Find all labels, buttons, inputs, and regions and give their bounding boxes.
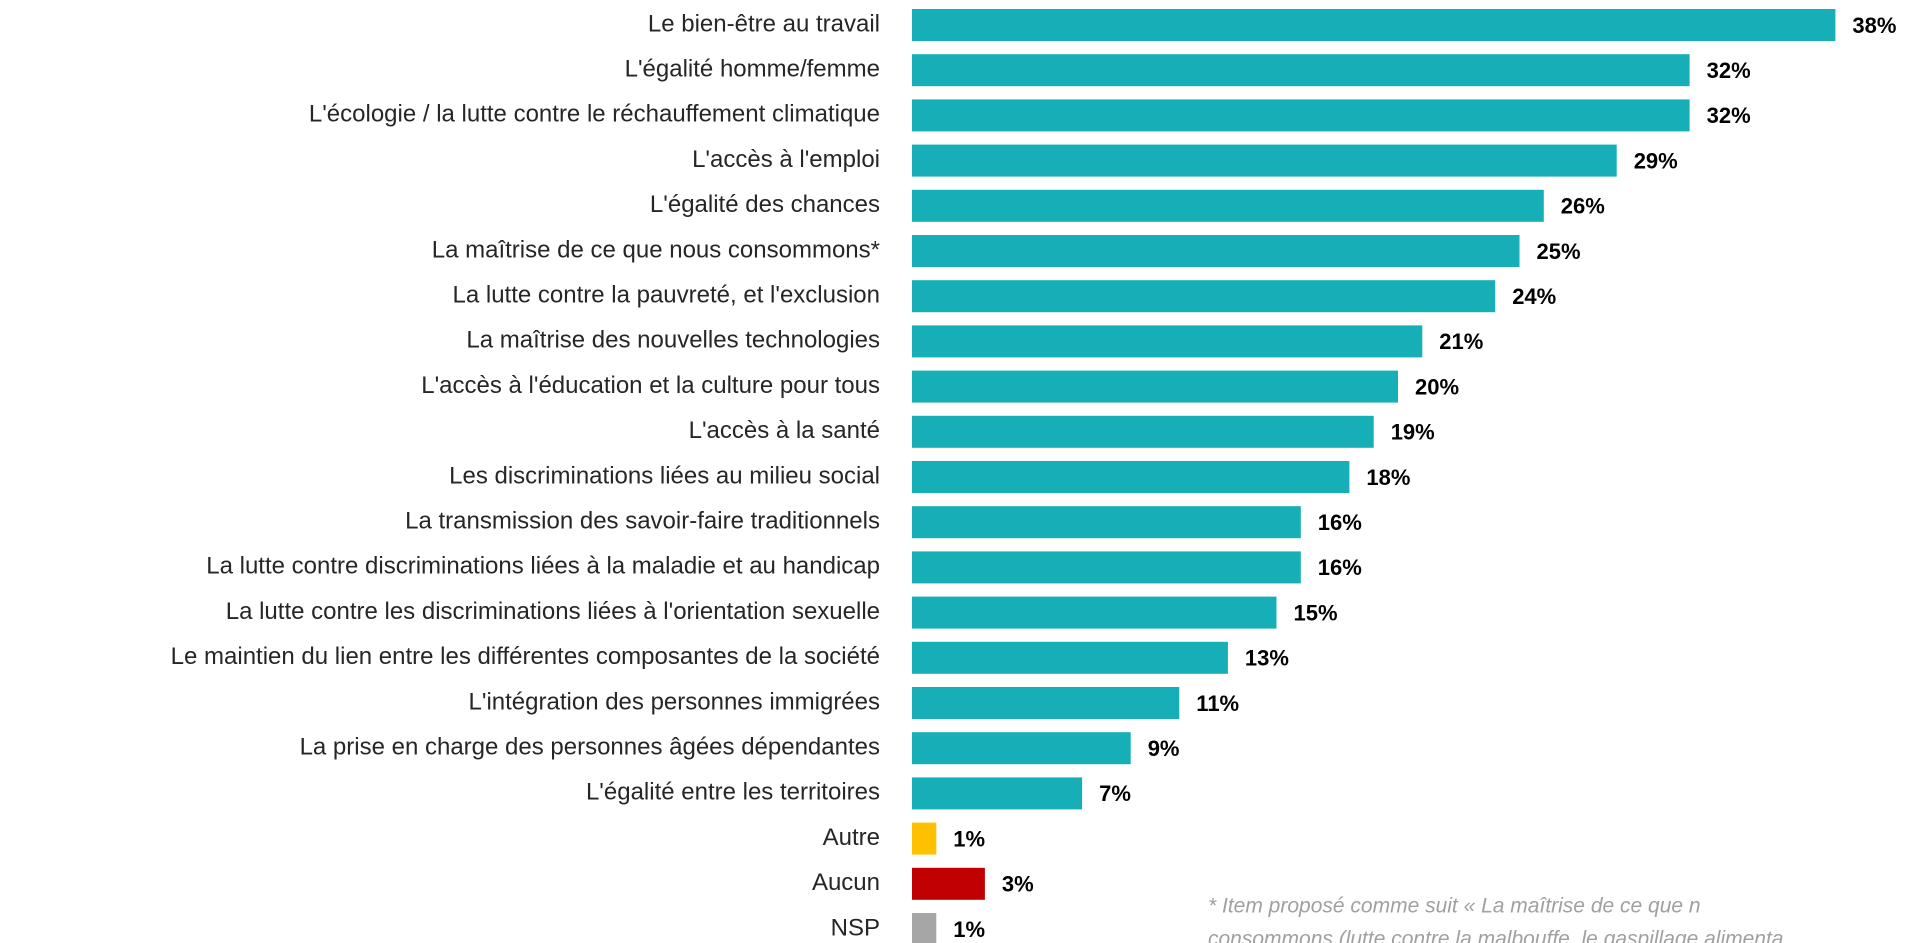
- category-label: L'intégration des personnes immigrées: [469, 688, 880, 715]
- bar: [912, 641, 1228, 674]
- bar: [912, 415, 1374, 448]
- category-label: La prise en charge des personnes âgées d…: [300, 734, 880, 761]
- category-label: La maîtrise de ce que nous consommons*: [432, 236, 880, 263]
- category-label: L'accès à l'emploi: [692, 146, 880, 173]
- bar: [912, 732, 1131, 765]
- category-label: NSP: [831, 914, 880, 941]
- category-label: L'accès à la santé: [689, 417, 880, 444]
- value-label: 1%: [953, 826, 985, 851]
- value-label: 13%: [1245, 646, 1289, 671]
- value-label: 25%: [1537, 239, 1581, 264]
- bar: [912, 189, 1544, 222]
- category-label: La lutte contre discriminations liées à …: [206, 553, 880, 580]
- bar: [912, 913, 937, 943]
- value-label: 16%: [1318, 555, 1362, 580]
- bar: [912, 551, 1301, 584]
- value-label: 9%: [1148, 736, 1180, 761]
- footnote: * Item proposé comme suit « La maîtrise …: [1208, 895, 1701, 918]
- category-label: La lutte contre les discriminations liée…: [226, 598, 880, 625]
- value-label: 21%: [1439, 329, 1483, 354]
- bar: [912, 506, 1301, 539]
- bar: [912, 9, 1836, 41]
- value-label: 38%: [1852, 13, 1896, 38]
- category-label: Aucun: [812, 869, 880, 896]
- category-label: Le maintien du lien entre les différente…: [171, 643, 880, 670]
- value-label: 32%: [1707, 103, 1751, 128]
- value-label: 19%: [1391, 420, 1435, 445]
- value-label: 15%: [1294, 600, 1338, 625]
- value-label: 1%: [953, 917, 985, 942]
- bar: [912, 235, 1520, 267]
- category-label: Les discriminations liées au milieu soci…: [449, 462, 880, 489]
- value-label: 18%: [1366, 465, 1410, 490]
- bar: [912, 777, 1083, 810]
- value-label: 26%: [1561, 194, 1605, 219]
- category-label: Le bien-être au travail: [648, 10, 880, 37]
- category-label: L'égalité des chances: [650, 191, 880, 218]
- value-label: 20%: [1415, 374, 1459, 399]
- bar: [912, 596, 1277, 629]
- category-label: La lutte contre la pauvreté, et l'exclus…: [453, 282, 881, 309]
- bar: [912, 325, 1423, 358]
- category-label: La maîtrise des nouvelles technologies: [466, 327, 880, 354]
- category-label: Autre: [823, 824, 880, 851]
- value-label: 24%: [1512, 284, 1556, 309]
- bar: [912, 867, 985, 900]
- bar: [912, 54, 1690, 87]
- footnote: consommons (lutte contre la malbouffe, l…: [1208, 928, 1783, 943]
- category-label: L'accès à l'éducation et la culture pour…: [421, 372, 880, 399]
- bar: [912, 144, 1617, 177]
- value-label: 16%: [1318, 510, 1362, 535]
- bar: [912, 99, 1690, 132]
- bar: [912, 461, 1350, 493]
- category-label: L'écologie / la lutte contre le réchauff…: [309, 101, 880, 128]
- bar: [912, 370, 1398, 403]
- category-label: La transmission des savoir-faire traditi…: [405, 508, 880, 535]
- value-label: 29%: [1634, 148, 1678, 173]
- value-label: 32%: [1707, 58, 1751, 83]
- value-label: 7%: [1099, 781, 1131, 806]
- bar: [912, 687, 1180, 719]
- value-label: 3%: [1002, 872, 1034, 897]
- value-label: 11%: [1196, 691, 1239, 716]
- bar: [912, 822, 937, 855]
- category-label: L'égalité entre les territoires: [586, 779, 880, 806]
- category-label: L'égalité homme/femme: [625, 56, 880, 83]
- bar: [912, 280, 1496, 313]
